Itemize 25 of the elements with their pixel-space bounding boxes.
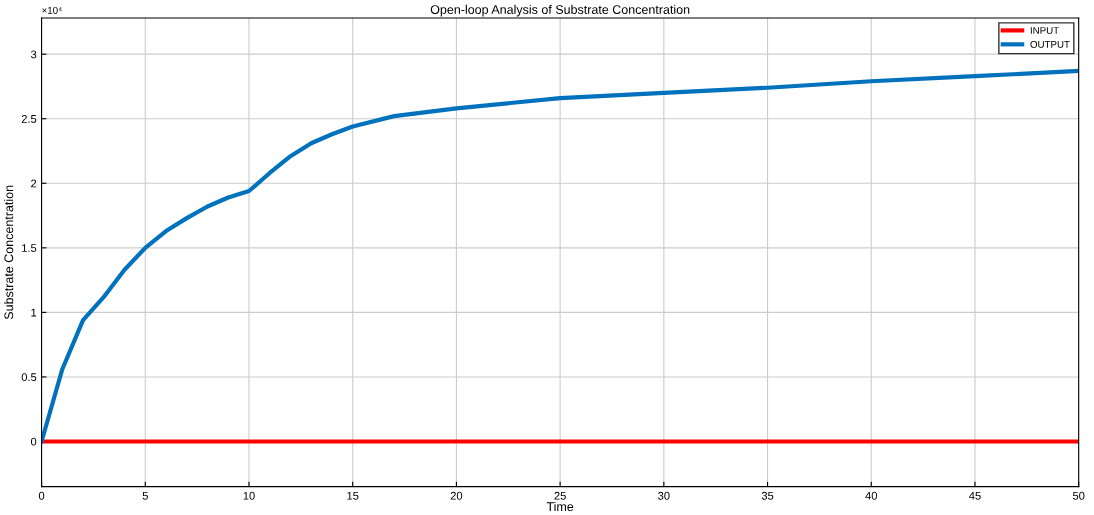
y-tick-label: 0 <box>30 437 37 446</box>
x-tick-label: 10 <box>243 491 255 500</box>
x-tick-label: 25 <box>554 491 566 500</box>
x-tick-label: 40 <box>865 491 878 500</box>
y-tick-label: 2.5 <box>21 114 37 123</box>
y-tick-label: 2 <box>31 179 37 188</box>
y-tick-label: 1 <box>31 308 37 317</box>
x-tick-label: 50 <box>1072 491 1085 500</box>
chart-title: Open-loop Analysis of Substrate Concentration <box>430 4 690 17</box>
x-tick-label: 20 <box>450 491 463 500</box>
x-tick-label: 30 <box>658 491 670 500</box>
x-tick-label: 45 <box>969 491 981 500</box>
y-tick-label: 1.5 <box>22 244 37 252</box>
y-tick-label: 0.5 <box>21 373 37 382</box>
x-tick-label: 5 <box>142 491 148 500</box>
x-tick-label: 35 <box>761 491 774 500</box>
x-tick-label: 0 <box>38 491 45 500</box>
x-axis-title: Time <box>546 501 574 512</box>
y-axis-title: Substrate Concentration <box>4 185 14 320</box>
x-tick-label: 15 <box>347 491 359 500</box>
line-series <box>41 68 1079 444</box>
text: ×10⁴ <box>42 6 62 14</box>
legend-label: INPUT <box>1030 27 1059 34</box>
y-tick-label: 3 <box>30 50 37 59</box>
legend-label: OUTPUT <box>1030 40 1070 48</box>
